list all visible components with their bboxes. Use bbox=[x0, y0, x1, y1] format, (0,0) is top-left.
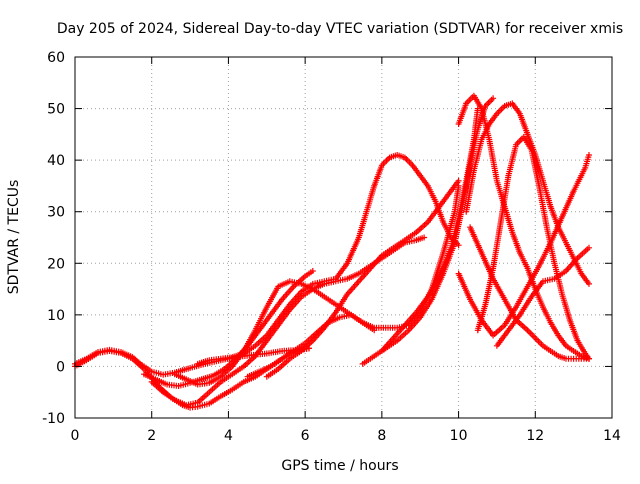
y-tick-label: 30 bbox=[47, 205, 65, 221]
data-point bbox=[586, 244, 592, 251]
ticks-layer: 0 2 4 6 8 10 12 14 -10 0 10 20 30 40 50 60 bbox=[42, 50, 621, 444]
y-axis-title: SDTVAR / TECUs bbox=[6, 180, 22, 295]
y-tick-label: 60 bbox=[47, 50, 65, 66]
y-tick-label: 20 bbox=[47, 256, 65, 272]
series-track-n bbox=[474, 133, 592, 362]
plot-frame bbox=[74, 56, 613, 419]
y-tick-label: 0 bbox=[56, 359, 65, 375]
x-tick-label: 4 bbox=[224, 428, 233, 444]
data-point bbox=[421, 234, 428, 241]
series-track-o bbox=[493, 244, 592, 349]
chart-title: Day 205 of 2024, Sidereal Day-to-day VTE… bbox=[57, 21, 623, 37]
x-tick-label: 2 bbox=[147, 428, 156, 444]
y-tick-label: -10 bbox=[42, 411, 65, 427]
data-point bbox=[586, 355, 592, 362]
series-track-j bbox=[378, 105, 481, 354]
series-track-m bbox=[463, 100, 592, 287]
y-tick-label: 10 bbox=[47, 308, 65, 324]
series-track-i bbox=[359, 95, 497, 367]
y-tick-label: 40 bbox=[47, 153, 65, 169]
x-tick-label: 10 bbox=[450, 428, 468, 444]
x-axis-title: GPS time / hours bbox=[281, 458, 398, 474]
y-tick-label: 50 bbox=[47, 102, 65, 118]
x-tick-label: 8 bbox=[377, 428, 386, 444]
series-track-f bbox=[194, 152, 462, 367]
series-track-p bbox=[467, 224, 592, 362]
series-track-b bbox=[72, 345, 312, 411]
data-point bbox=[455, 177, 462, 184]
grid-layer bbox=[75, 57, 612, 418]
x-tick-label: 0 bbox=[71, 428, 80, 444]
x-tick-label: 12 bbox=[526, 428, 544, 444]
x-tick-label: 14 bbox=[603, 428, 621, 444]
data-points-layer bbox=[72, 92, 592, 411]
data-point bbox=[586, 152, 592, 158]
data-point bbox=[586, 280, 592, 287]
x-tick-label: 6 bbox=[301, 428, 310, 444]
data-point bbox=[490, 95, 497, 102]
data-point bbox=[309, 268, 316, 274]
series-track-h bbox=[263, 177, 462, 380]
